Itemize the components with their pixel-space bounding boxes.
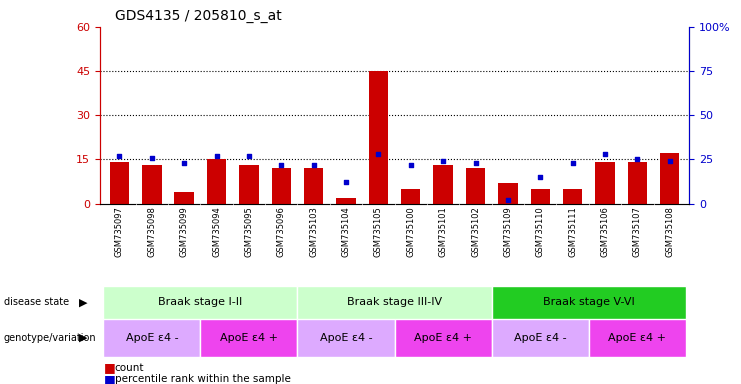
Bar — [174, 192, 194, 204]
Text: ApoE ε4 -: ApoE ε4 - — [125, 333, 178, 343]
Text: GDS4135 / 205810_s_at: GDS4135 / 205810_s_at — [115, 9, 282, 23]
Bar — [239, 165, 259, 204]
Text: ApoE ε4 -: ApoE ε4 - — [514, 333, 567, 343]
Bar — [103, 319, 200, 357]
Point — [567, 160, 579, 166]
Point — [243, 153, 255, 159]
Text: GSM735097: GSM735097 — [115, 206, 124, 257]
Bar — [103, 286, 297, 319]
Text: GSM735105: GSM735105 — [374, 206, 383, 257]
Point — [502, 197, 514, 203]
Text: GSM735102: GSM735102 — [471, 206, 480, 257]
Point — [470, 160, 482, 166]
Bar — [142, 165, 162, 204]
Bar — [498, 183, 517, 204]
Point — [405, 162, 416, 168]
Text: GSM735104: GSM735104 — [342, 206, 350, 257]
Text: GSM735110: GSM735110 — [536, 206, 545, 257]
Point — [308, 162, 319, 168]
Text: ApoE ε4 +: ApoE ε4 + — [608, 333, 666, 343]
Text: Braak stage I-II: Braak stage I-II — [159, 297, 242, 308]
Point — [146, 154, 158, 161]
Bar — [628, 162, 647, 204]
Bar — [433, 165, 453, 204]
Text: percentile rank within the sample: percentile rank within the sample — [115, 374, 290, 384]
Text: GSM735103: GSM735103 — [309, 206, 318, 257]
Bar — [401, 189, 420, 204]
Point — [631, 156, 643, 162]
Text: GSM735096: GSM735096 — [277, 206, 286, 257]
Bar — [563, 189, 582, 204]
Bar — [531, 189, 550, 204]
Text: GSM735098: GSM735098 — [147, 206, 156, 257]
Text: GSM735109: GSM735109 — [503, 206, 512, 257]
Bar — [207, 159, 226, 204]
Text: genotype/variation: genotype/variation — [4, 333, 96, 343]
Text: Braak stage III-IV: Braak stage III-IV — [347, 297, 442, 308]
Point — [113, 153, 125, 159]
Point — [534, 174, 546, 180]
Text: Braak stage V-VI: Braak stage V-VI — [543, 297, 634, 308]
Text: GSM735101: GSM735101 — [439, 206, 448, 257]
Point — [373, 151, 385, 157]
Point — [664, 158, 676, 164]
Text: ■: ■ — [104, 373, 116, 384]
Bar — [492, 286, 686, 319]
Text: ▶: ▶ — [79, 297, 87, 308]
Bar — [589, 319, 686, 357]
Point — [599, 151, 611, 157]
Text: GSM735107: GSM735107 — [633, 206, 642, 257]
Point — [276, 162, 288, 168]
Text: GSM735094: GSM735094 — [212, 206, 221, 257]
Bar — [466, 168, 485, 204]
Bar — [336, 198, 356, 204]
Text: count: count — [115, 363, 144, 373]
Text: ■: ■ — [104, 361, 116, 374]
Bar — [304, 168, 323, 204]
Bar — [369, 71, 388, 204]
Bar — [595, 162, 615, 204]
Point — [210, 153, 222, 159]
Point — [437, 158, 449, 164]
Text: GSM735100: GSM735100 — [406, 206, 415, 257]
Text: GSM735111: GSM735111 — [568, 206, 577, 257]
Text: GSM735108: GSM735108 — [665, 206, 674, 257]
Text: ▶: ▶ — [79, 333, 87, 343]
Bar — [492, 319, 589, 357]
Text: ApoE ε4 +: ApoE ε4 + — [414, 333, 472, 343]
Text: GSM735106: GSM735106 — [600, 206, 610, 257]
Text: GSM735095: GSM735095 — [245, 206, 253, 257]
Text: GSM735099: GSM735099 — [179, 206, 189, 257]
Text: disease state: disease state — [4, 297, 69, 308]
Bar — [200, 319, 297, 357]
Bar — [297, 319, 394, 357]
Text: ApoE ε4 -: ApoE ε4 - — [319, 333, 372, 343]
Point — [340, 179, 352, 185]
Point — [179, 160, 190, 166]
Bar — [110, 162, 129, 204]
Bar — [297, 286, 492, 319]
Text: ApoE ε4 +: ApoE ε4 + — [220, 333, 278, 343]
Bar — [394, 319, 492, 357]
Bar — [660, 154, 679, 204]
Bar — [272, 168, 291, 204]
